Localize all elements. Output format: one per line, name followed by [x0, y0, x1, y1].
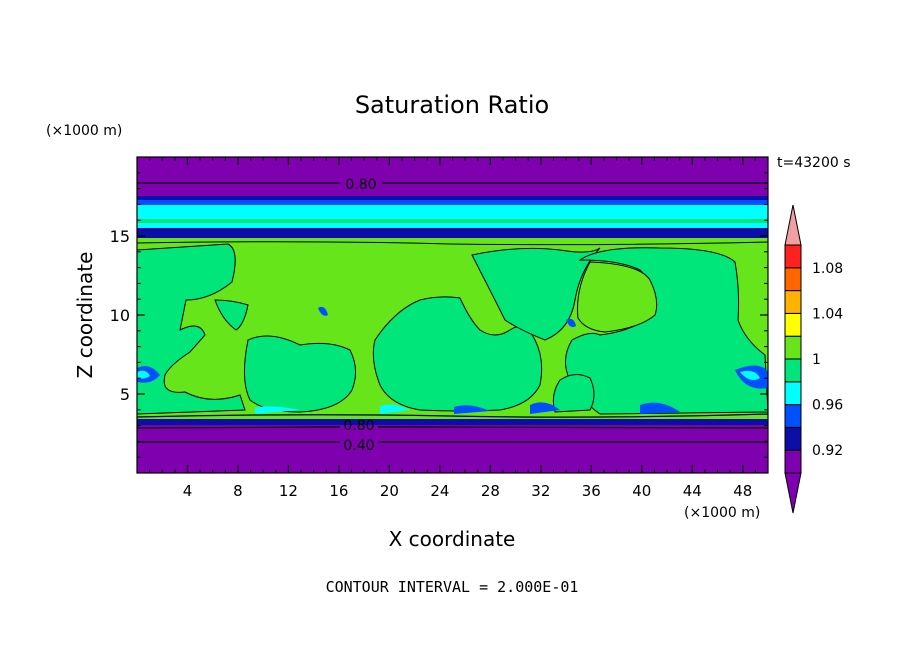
colorbar-label: 1.08 — [812, 261, 843, 277]
colorbar-label: 0.92 — [812, 443, 843, 459]
contour-label-low: 0.40 — [343, 438, 374, 454]
y-unit-label: (×1000 m) — [46, 123, 122, 139]
contour-field — [137, 157, 768, 473]
x-unit-label: (×1000 m) — [684, 505, 760, 521]
colorbar-label: 0.96 — [812, 398, 843, 414]
region-green-7 — [552, 374, 595, 413]
colorbar-segment — [784, 267, 802, 292]
layer-low-dark — [137, 419, 768, 425]
contour-label-top: 0.80 — [345, 177, 376, 193]
layer-band-brightblue — [137, 199, 768, 205]
x-tick-label: 8 — [233, 482, 243, 500]
x-tick-label: 40 — [632, 482, 651, 500]
colorbar-segment — [784, 335, 802, 360]
contour-line-080-low — [137, 426, 768, 429]
y-axis-label: Z coordinate — [73, 252, 97, 379]
patch-cyan-8 — [380, 404, 410, 414]
patch-blue-5 — [530, 402, 560, 414]
colorbar-label: 1 — [812, 352, 821, 368]
region-green-2 — [214, 299, 249, 331]
colorbar-extend-low — [784, 472, 802, 514]
patch-cyan-4 — [740, 370, 760, 380]
patch-blue-2 — [318, 306, 328, 316]
contour-label-mid: 0.80 — [343, 418, 374, 434]
colorbar-segment — [784, 404, 802, 428]
y-tick-label: 15 — [110, 227, 130, 246]
x-tick-label: 24 — [430, 482, 449, 500]
x-tick-label: 48 — [733, 482, 752, 500]
x-tick-label: 36 — [582, 482, 601, 500]
x-tick-label: 16 — [329, 482, 348, 500]
y-axis: 5 10 15 — [110, 172, 768, 458]
contour-line-lower — [137, 413, 768, 418]
x-tick-label: 4 — [183, 482, 193, 500]
layer-band-cyan2 — [137, 219, 768, 223]
region-light-inner — [577, 261, 658, 333]
colorbar-segment — [784, 290, 802, 314]
y-tick-label: 10 — [110, 306, 130, 325]
time-label: t=43200 s — [777, 155, 851, 171]
layer-band-blue — [137, 228, 768, 238]
x-tick-label: 44 — [683, 482, 702, 500]
contour-line-mid-top — [137, 241, 768, 246]
colorbar-segment — [784, 449, 802, 474]
colorbar-segment — [784, 312, 802, 337]
patch-blue-3 — [566, 318, 576, 328]
colorbar-segment — [784, 426, 802, 451]
colorbar-segment — [784, 358, 802, 383]
region-green-4 — [372, 296, 543, 412]
layer-band-cyan — [137, 203, 768, 228]
patch-blue-9 — [454, 405, 490, 414]
region-green-5 — [471, 247, 601, 341]
colorbar-segment — [784, 244, 802, 269]
x-axis-label: X coordinate — [389, 527, 516, 551]
patch-cyan-1 — [137, 370, 150, 379]
contour-interval-footer: CONTOUR INTERVAL = 2.000E-01 — [326, 578, 579, 596]
patch-blue-6 — [640, 402, 680, 414]
colorbar-label: 1.04 — [812, 306, 843, 322]
x-tick-label: 28 — [481, 482, 500, 500]
region-green-1 — [137, 243, 246, 415]
x-tick-label: 12 — [279, 482, 298, 500]
colorbar-segment — [784, 381, 802, 406]
x-tick-label: 20 — [380, 482, 399, 500]
patch-cyan-7 — [255, 406, 300, 414]
colorbar-extend-high — [784, 204, 802, 246]
chart-title: Saturation Ratio — [355, 91, 549, 119]
x-axis: 4 8 12 16 20 24 28 32 36 40 44 48 — [149, 157, 756, 500]
colorbar: 0.92 0.96 1 1.04 1.08 — [784, 204, 843, 514]
layer-top-dry — [137, 157, 768, 196]
x-tick-label: 32 — [531, 482, 550, 500]
region-green-3 — [244, 335, 356, 413]
layer-band-darkblue — [137, 196, 768, 200]
y-tick-label: 5 — [120, 385, 130, 404]
